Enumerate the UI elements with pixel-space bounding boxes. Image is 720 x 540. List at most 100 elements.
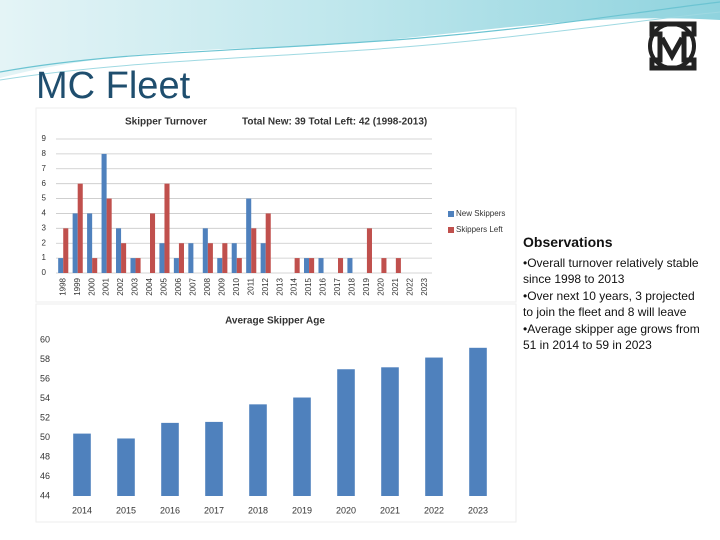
bar [309,258,315,273]
x-tick-label: 2019 [292,505,312,515]
legend-swatch [448,211,454,217]
x-tick-label: 2022 [405,277,414,295]
chart-title: Skipper Turnover [125,117,207,128]
x-tick-label: 2022 [424,505,444,515]
y-tick-label: 1 [42,253,47,262]
chart-frame [35,303,517,523]
y-tick-label: 4 [42,209,47,218]
y-tick-label: 58 [40,354,50,364]
bar [251,228,257,273]
x-tick-label: 1999 [73,277,82,295]
x-tick-label: 2017 [333,277,342,295]
x-tick-label: 2018 [348,277,357,295]
bar [135,258,141,273]
bar [72,213,78,273]
bar [130,258,136,273]
bar [222,243,228,273]
y-tick-label: 8 [42,149,47,158]
bar [106,198,112,273]
y-tick-label: 56 [40,373,50,383]
y-tick-label: 52 [40,412,50,422]
bar [150,213,156,273]
y-tick-label: 9 [42,134,47,143]
x-tick-label: 2014 [72,505,92,515]
x-tick-label: 2020 [336,505,356,515]
observations: Observations •Overall turnover relativel… [523,234,701,354]
x-tick-label: 2017 [204,505,224,515]
legend-swatch [448,227,454,233]
chart-frame [35,107,517,303]
bar [202,228,208,273]
x-tick-label: 2010 [232,277,241,295]
x-tick-label: 2011 [246,277,255,295]
bar [116,228,122,273]
x-tick-label: 2002 [116,277,125,295]
bar [395,258,401,273]
slide-title: MC Fleet [36,65,191,107]
bar [63,228,69,273]
x-tick-label: 2015 [304,277,313,295]
bar [205,421,223,496]
chart-title: Average Skipper Age [225,316,325,327]
legend-label: Skippers Left [456,225,503,234]
bar [425,357,443,496]
bar [265,213,271,273]
observation-item: •Average skipper age grows from 51 in 20… [523,321,700,353]
x-tick-label: 2009 [217,277,226,295]
bar [294,258,300,273]
logo [648,21,697,71]
x-tick-label: 2014 [290,277,299,295]
x-tick-label: 2021 [380,505,400,515]
bar [246,198,252,273]
x-tick-label: 2008 [203,277,212,295]
bar [77,183,83,273]
bar [73,433,91,496]
bar [164,183,170,273]
bar [381,367,399,496]
bar [366,228,372,273]
x-tick-label: 2003 [131,277,140,295]
bar [178,243,184,273]
bar [338,258,344,273]
bar [121,243,127,273]
x-tick-label: 2020 [376,277,385,295]
bar [207,243,213,273]
x-tick-label: 2001 [102,277,111,295]
bar [188,243,194,273]
x-tick-label: 2006 [174,277,183,295]
bar [260,243,266,273]
y-tick-label: 60 [40,334,50,344]
x-tick-label: 2021 [391,277,400,295]
bar [161,422,179,496]
observation-item: •Over next 10 years, 3 projected to join… [523,288,695,320]
x-tick-label: 2015 [116,505,136,515]
header-wave [0,0,720,78]
x-tick-label: 1998 [58,277,67,295]
x-tick-label: 2005 [160,277,169,295]
bar [381,258,387,273]
y-tick-label: 5 [42,194,47,203]
bar [117,438,135,496]
x-tick-label: 2007 [188,277,197,295]
bar [101,153,107,273]
y-tick-label: 54 [40,393,50,403]
x-tick-label: 2019 [362,277,371,295]
bar [58,258,64,273]
legend-label: New Skippers [456,209,505,218]
bar [469,347,487,496]
bar [304,258,310,273]
bar [231,243,237,273]
bar [293,397,311,496]
x-tick-label: 2023 [420,277,429,295]
header-line [0,1,720,73]
y-tick-label: 2 [42,238,47,247]
chart-subtitle: Total New: 39 Total Left: 42 (1998-2013) [242,117,427,128]
bar [92,258,98,273]
y-tick-label: 48 [40,451,50,461]
y-tick-label: 6 [42,179,47,188]
y-tick-label: 50 [40,432,50,442]
x-tick-label: 2016 [319,277,328,295]
observations-title: Observations [523,234,613,250]
